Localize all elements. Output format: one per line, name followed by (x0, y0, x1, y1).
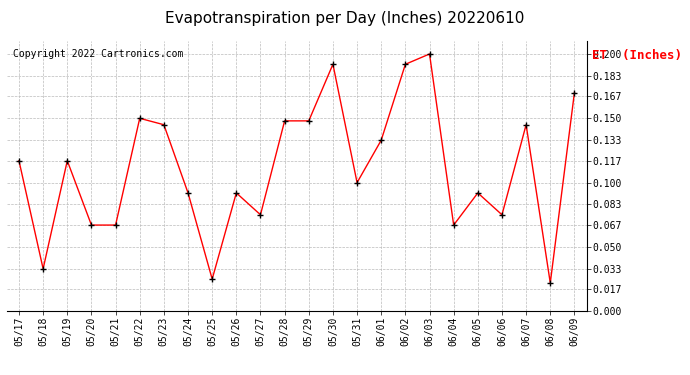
Text: Copyright 2022 Cartronics.com: Copyright 2022 Cartronics.com (12, 50, 183, 59)
Text: Evapotranspiration per Day (Inches) 20220610: Evapotranspiration per Day (Inches) 2022… (166, 11, 524, 26)
Text: ET  (Inches): ET (Inches) (592, 50, 682, 62)
